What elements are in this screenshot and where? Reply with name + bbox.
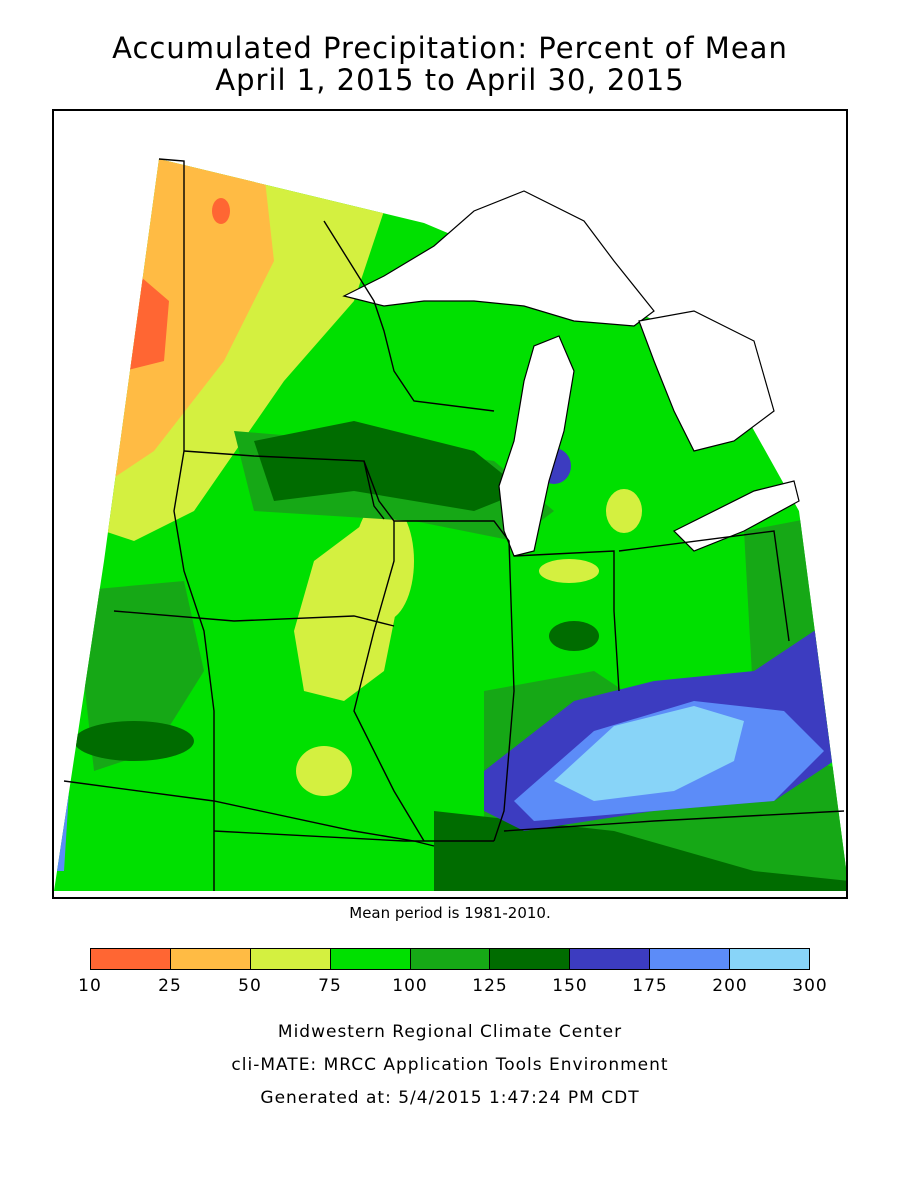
legend-swatch <box>490 949 571 969</box>
legend-tick-label: 175 <box>632 976 668 996</box>
map-title: Accumulated Precipitation: Percent of Me… <box>112 31 788 65</box>
legend-tick-label: 150 <box>552 976 588 996</box>
legend-swatch <box>170 949 251 969</box>
color-legend <box>90 948 810 970</box>
legend-swatch <box>91 949 171 969</box>
legend-swatch <box>410 949 491 969</box>
legend-swatch <box>730 949 810 969</box>
great-lakes <box>342 190 800 557</box>
legend-tick-label: 75 <box>318 976 342 996</box>
precipitation-map <box>52 109 848 899</box>
legend-swatch <box>330 949 411 969</box>
legend-tick-label: 200 <box>712 976 748 996</box>
state-boundaries <box>63 158 845 891</box>
legend-swatch <box>650 949 731 969</box>
legend-tick-label: 125 <box>472 976 508 996</box>
map-date-range: April 1, 2015 to April 30, 2015 <box>215 63 685 97</box>
credit-generated-time: Generated at: 5/4/2015 1:47:24 PM CDT <box>260 1088 640 1108</box>
legend-tick-labels: 10 25 50 75 100 125 150 175 200 300 <box>78 976 827 998</box>
legend-tick-label: 25 <box>158 976 182 996</box>
legend-tick-label: 50 <box>238 976 262 996</box>
credit-organization: Midwestern Regional Climate Center <box>277 1022 623 1042</box>
mean-period-note: Mean period is 1981-2010. <box>349 904 551 922</box>
legend-swatch <box>570 949 651 969</box>
map-canvas <box>54 158 846 891</box>
legend-swatch <box>250 949 331 969</box>
legend-tick-label: 300 <box>792 976 828 996</box>
credit-tool: cli-MATE: MRCC Application Tools Environ… <box>231 1055 669 1075</box>
legend-tick-label: 10 <box>78 976 102 996</box>
legend-tick-label: 100 <box>392 976 428 996</box>
